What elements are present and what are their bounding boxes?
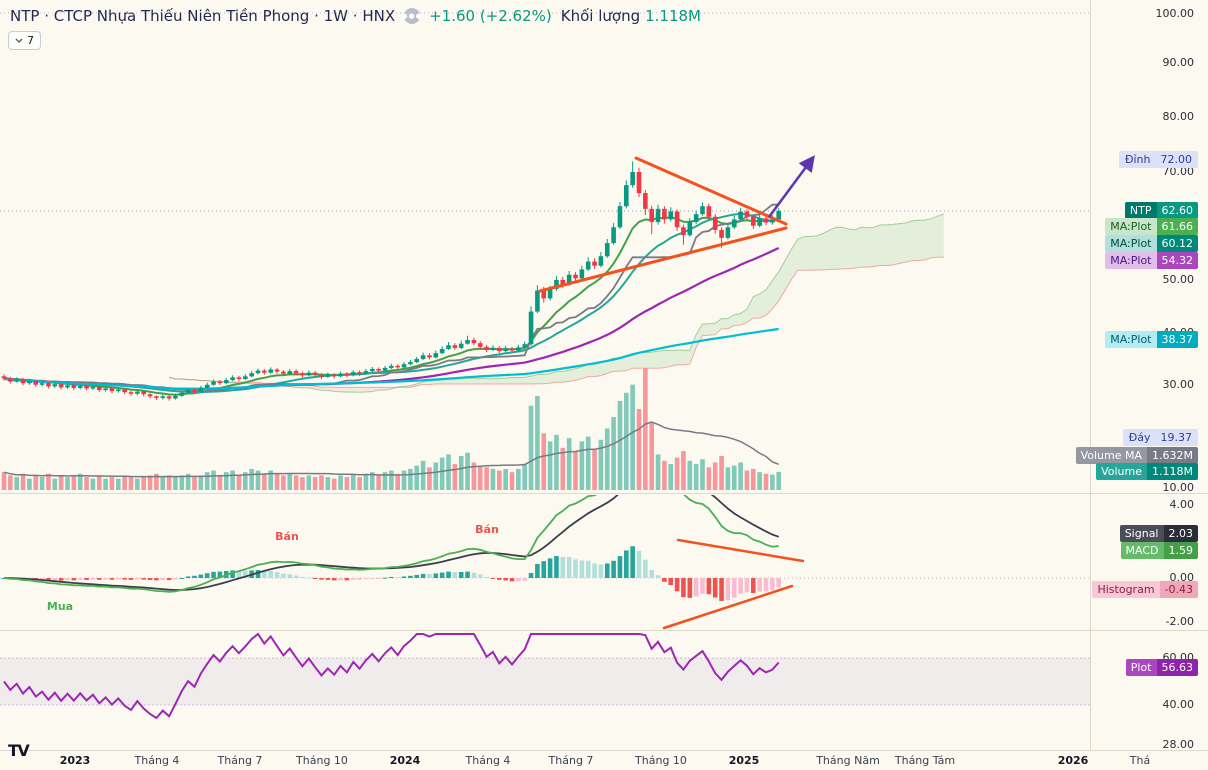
price-tick: 80.00	[1162, 110, 1195, 123]
annotations[interactable]: Bán Bán Mua	[0, 12, 1090, 630]
time-tick: Tháng 10	[296, 754, 348, 767]
oscillator-line	[3, 632, 780, 720]
price-tick: 0.00	[1169, 571, 1195, 584]
price-tick: 40.00	[1162, 698, 1195, 711]
volume-readout: 1.118M	[645, 7, 701, 25]
axis-label-ntp: NTP 62.60	[1124, 202, 1198, 219]
trendline[interactable]	[676, 538, 805, 563]
price-tick: -2.00	[1165, 615, 1194, 628]
macd-line	[3, 495, 779, 593]
price-tick: 50.00	[1162, 273, 1195, 286]
tradingview-logo[interactable]: TV	[8, 741, 30, 760]
signal-text: Bán	[475, 523, 499, 536]
axis-label-plot: Plot 56.63	[1125, 659, 1198, 676]
time-tick: 2026	[1057, 754, 1089, 767]
price-tick: 90.00	[1162, 56, 1195, 69]
candlestick-series	[1, 161, 781, 401]
price-axis[interactable]: 100.00 90.00 80.00 70.00 50.00 40.00 30.00 10.0…	[1075, 0, 1208, 751]
time-axis[interactable]: 2023 Tháng 4 Tháng 7 Tháng 10 2024 Tháng 4 Thá…	[0, 751, 1208, 770]
axis-label-hist: Histogram -0.43	[1092, 581, 1198, 598]
axis-label-ma1: MA:Plot 61.66	[1105, 218, 1198, 235]
signal-text: Mua	[47, 600, 73, 613]
volume-ma-line	[3, 421, 779, 478]
trendline[interactable]	[634, 156, 788, 226]
main-pane[interactable]	[1, 161, 944, 490]
volume-series	[1, 368, 781, 490]
signal-text: Bán	[275, 530, 299, 543]
time-tick: Tháng 4	[465, 754, 511, 767]
price-change: +1.60 (+2.62%)	[429, 7, 552, 25]
arrow-drawing[interactable]	[767, 155, 815, 218]
symbol-header: NTP · CTCP Nhựa Thiếu Niên Tiền Phong · …	[10, 7, 701, 25]
axis-label-signal: Signal 2.03	[1119, 525, 1198, 542]
axis-label-vol: Volume 1.118M	[1096, 463, 1198, 480]
time-tick: Tháng 10	[635, 754, 687, 767]
macd-signal-line	[3, 495, 780, 591]
rsi-pane[interactable]	[0, 632, 1090, 720]
time-tick: Tháng 4	[134, 754, 180, 767]
trendline[interactable]	[662, 584, 794, 630]
indicator-count: 7	[27, 34, 34, 47]
indicators-collapse-button[interactable]: 7	[8, 31, 41, 50]
time-tick: Thá	[1129, 754, 1151, 767]
volume-label: Khối lượng	[560, 7, 641, 25]
time-tick: Tháng 7	[217, 754, 263, 767]
trendline[interactable]	[538, 226, 788, 293]
time-tick: 2025	[728, 754, 760, 767]
axis-label-ma2: MA:Plot 60.12	[1105, 235, 1198, 252]
chevron-down-icon	[15, 38, 23, 43]
time-tick: Tháng 7	[548, 754, 594, 767]
axis-label-volma: Volume MA 1.632M	[1075, 447, 1198, 464]
axis-label-day: Đáy 19.37	[1122, 429, 1198, 446]
axis-label-ma4: MA:Plot 38.37	[1105, 331, 1198, 348]
time-tick: 2023	[59, 754, 91, 767]
axis-label-dinh: Đỉnh 72.00	[1118, 151, 1198, 168]
axis-label-ma3: MA:Plot 54.32	[1105, 252, 1198, 269]
more-icon[interactable]: ●●●	[401, 8, 422, 24]
price-tick: 30.00	[1162, 378, 1195, 391]
macd-pane[interactable]	[0, 444, 1090, 601]
price-tick: 10.00	[1162, 481, 1195, 494]
time-tick: 2024	[389, 754, 421, 767]
time-tick: Tháng Năm	[816, 754, 880, 767]
axis-label-macd: MACD 1.59	[1120, 542, 1198, 559]
price-tick: 28.00	[1162, 738, 1195, 751]
price-tick: 100.00	[1155, 7, 1195, 20]
symbol-title[interactable]: NTP · CTCP Nhựa Thiếu Niên Tiền Phong · …	[10, 7, 396, 25]
price-tick: 70.00	[1162, 165, 1195, 178]
price-tick: 4.00	[1169, 498, 1195, 511]
time-tick: Tháng Tám	[894, 754, 956, 767]
